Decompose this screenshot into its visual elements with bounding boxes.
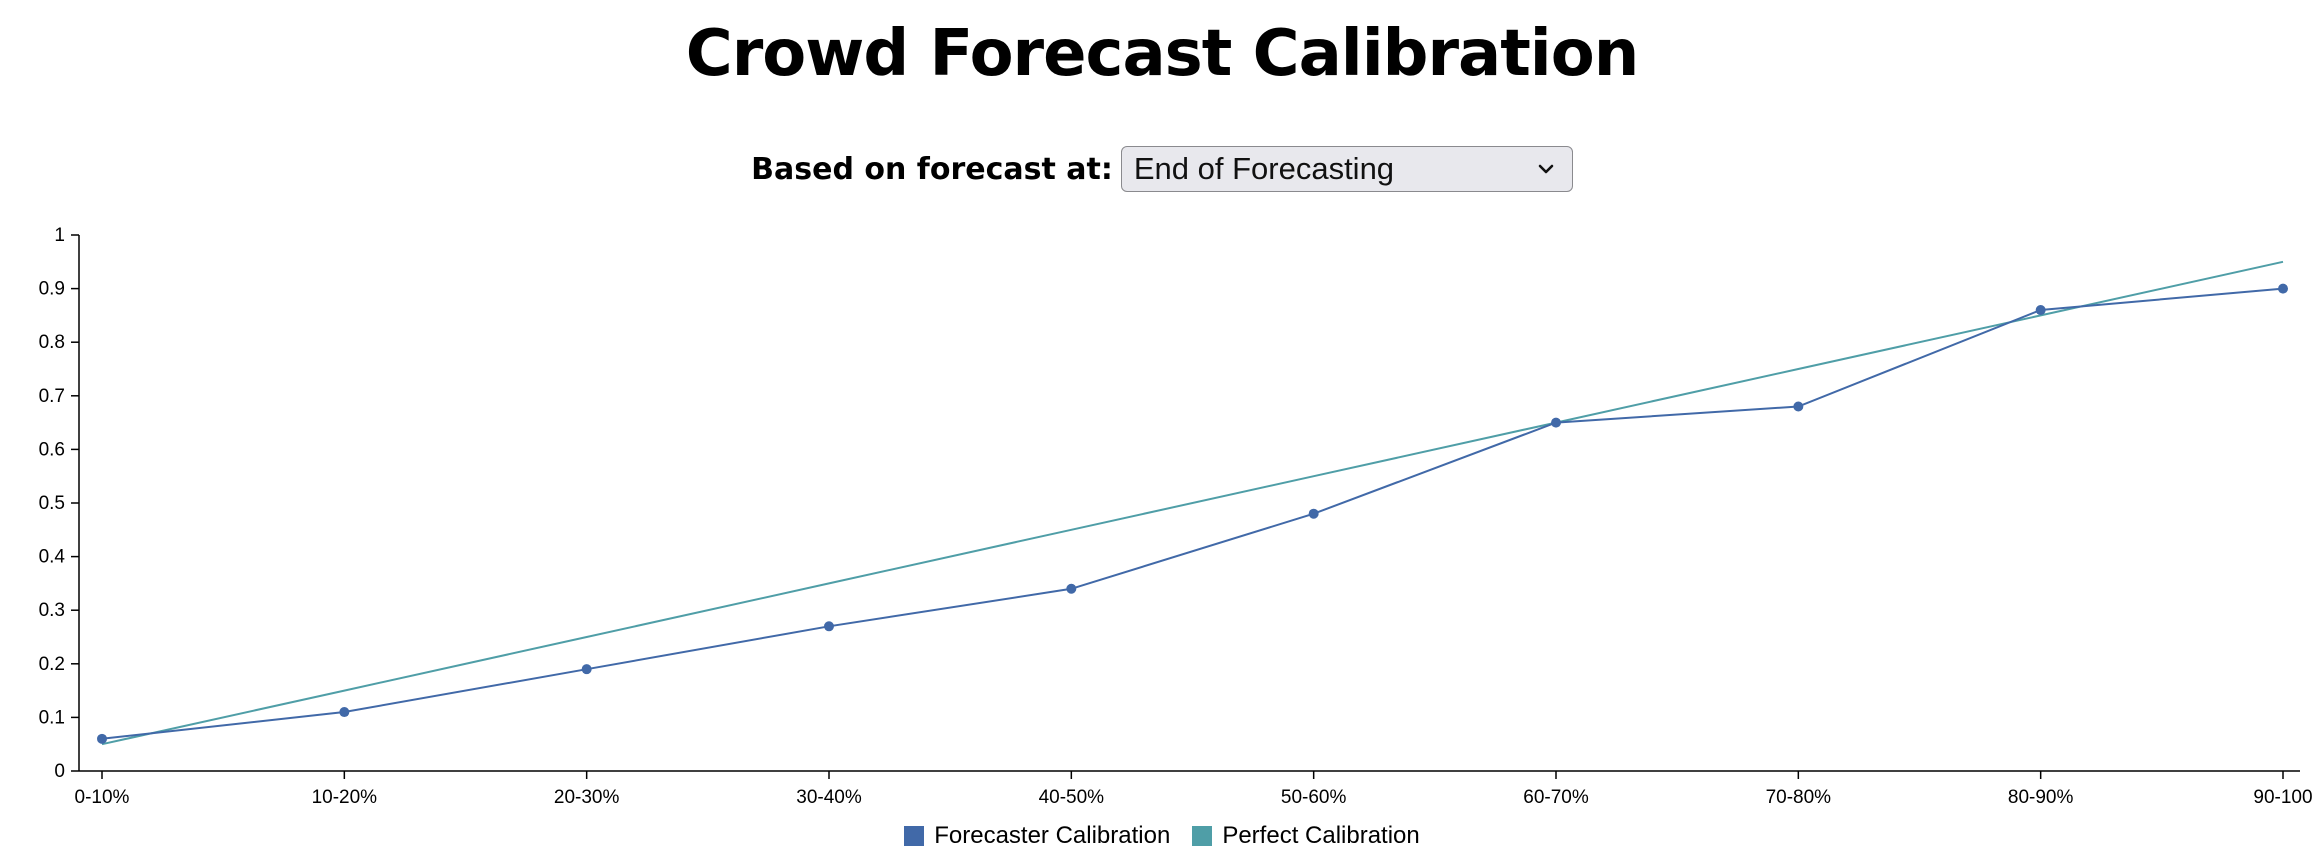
forecaster-calibration-point [97, 733, 107, 744]
y-tick-label: 0.5 [39, 493, 65, 514]
legend-label-perfect: Perfect Calibration [1222, 822, 1420, 849]
forecast-time-selected-value: End of Forecasting [1133, 151, 1395, 186]
chart-series [97, 260, 2288, 746]
forecast-time-label: Based on forecast at: [751, 151, 1113, 187]
x-tick-label: 70-80% [1766, 787, 1832, 808]
y-tick-label: 0.7 [39, 386, 65, 407]
x-tick-label: 20-30% [554, 787, 620, 808]
forecaster-calibration-point [1066, 583, 1077, 594]
x-tick-label: 40-50% [1039, 787, 1105, 808]
forecast-time-control: Based on forecast at: End of Forecasting [0, 146, 2324, 192]
forecaster-calibration-line [101, 287, 2284, 740]
forecaster-calibration-point [2035, 305, 2046, 316]
chart-legend: Forecaster Calibration Perfect Calibrati… [0, 822, 2324, 850]
legend-label-forecaster: Forecaster Calibration [934, 822, 1171, 849]
chart-axes: 0 0.1 0.2 0.3 0.4 0.5 0.6 0.7 0.8 0.9 1 0-10% 10-20%… [39, 225, 2313, 808]
forecaster-calibration-point [1793, 401, 1804, 412]
y-tick-label: 0.9 [39, 279, 65, 300]
forecaster-calibration-point [1308, 508, 1319, 519]
y-tick-label: 0.3 [39, 600, 65, 621]
y-tick-label: 0 [54, 761, 65, 782]
chevron-down-icon [1538, 164, 1554, 174]
legend-swatch-forecaster [904, 826, 925, 846]
y-tick-label: 0.4 [39, 547, 66, 568]
forecaster-calibration-point [2278, 283, 2288, 294]
x-tick-label: 30-40% [796, 787, 862, 808]
x-tick-label: 10-20% [312, 787, 378, 808]
y-tick-label: 0.2 [39, 654, 65, 675]
chart-title: Crowd Forecast Calibration [685, 17, 1640, 91]
y-tick-label: 0.1 [39, 707, 65, 728]
x-tick-label: 0-10% [75, 787, 130, 808]
legend-item-forecaster: Forecaster Calibration [904, 822, 1170, 850]
forecaster-calibration-point [1551, 417, 1561, 428]
y-tick-label: 0.6 [39, 439, 65, 460]
perfect-calibration-line [101, 260, 2284, 746]
legend-item-perfect: Perfect Calibration [1192, 822, 1420, 850]
forecaster-calibration-point [824, 621, 834, 632]
y-tick-label: 0.8 [39, 332, 65, 353]
forecaster-calibration-point [339, 707, 350, 718]
x-tick-label: 80-90% [2008, 787, 2074, 808]
legend-swatch-perfect [1192, 826, 1213, 846]
forecaster-calibration-point [581, 664, 592, 675]
x-tick-label: 90-100 [2253, 787, 2312, 808]
y-tick-label: 1 [54, 225, 65, 246]
x-tick-label: 50-60% [1281, 787, 1347, 808]
forecast-time-select[interactable]: End of Forecasting [1120, 146, 1573, 192]
x-tick-label: 60-70% [1523, 787, 1589, 808]
